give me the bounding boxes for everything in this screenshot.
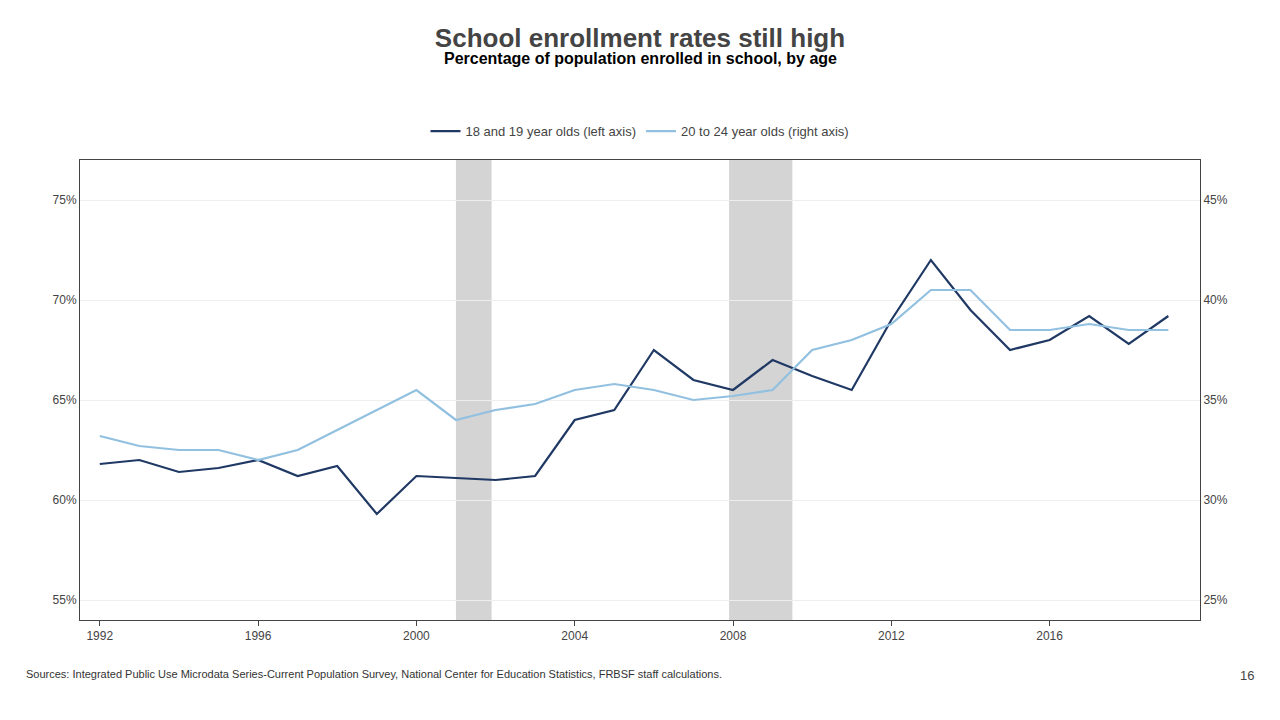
svg-text:16: 16 [1240, 668, 1254, 683]
svg-text:School enrollment rates still: School enrollment rates still high [435, 23, 845, 53]
svg-text:70%: 70% [53, 293, 77, 307]
svg-text:20 to 24 year olds (right axis: 20 to 24 year olds (right axis) [681, 124, 849, 139]
svg-text:1996: 1996 [245, 629, 272, 643]
svg-text:18 and 19 year olds (left axis: 18 and 19 year olds (left axis) [466, 124, 637, 139]
svg-text:2012: 2012 [878, 629, 905, 643]
svg-text:Percentage of population enrol: Percentage of population enrolled in sch… [444, 50, 837, 67]
svg-text:60%: 60% [53, 493, 77, 507]
svg-text:65%: 65% [53, 393, 77, 407]
svg-text:2016: 2016 [1036, 629, 1063, 643]
svg-text:2008: 2008 [720, 629, 747, 643]
svg-text:45%: 45% [1203, 193, 1227, 207]
svg-text:2004: 2004 [561, 629, 588, 643]
svg-text:75%: 75% [53, 193, 77, 207]
svg-text:55%: 55% [53, 593, 77, 607]
svg-text:Sources: Integrated Public Use: Sources: Integrated Public Use Microdata… [26, 668, 722, 680]
svg-text:30%: 30% [1203, 493, 1227, 507]
svg-text:2000: 2000 [403, 629, 430, 643]
svg-text:35%: 35% [1203, 393, 1227, 407]
svg-text:25%: 25% [1203, 593, 1227, 607]
svg-text:1992: 1992 [86, 629, 113, 643]
svg-text:40%: 40% [1203, 293, 1227, 307]
